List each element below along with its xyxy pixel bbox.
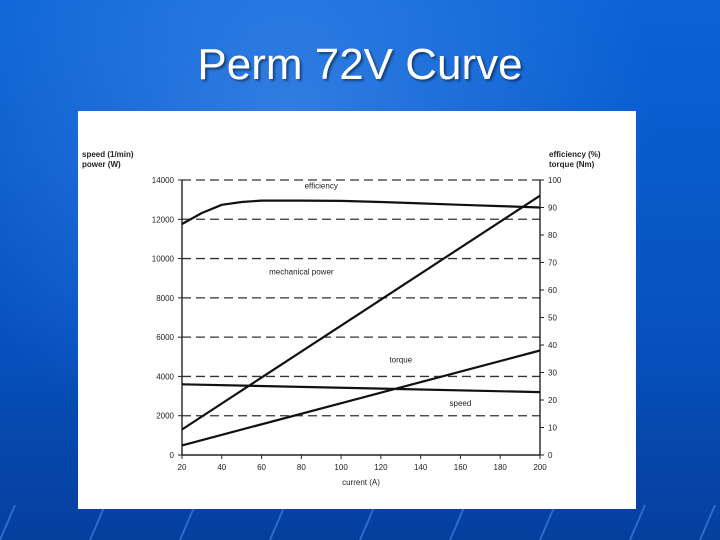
y-right-tick-label: 80	[548, 231, 557, 240]
series-annotation: mechanical power	[269, 267, 334, 276]
y-left-tick-label: 0	[170, 451, 175, 460]
y-left-tick-label: 12000	[152, 215, 175, 224]
y-left-tick-label: 2000	[156, 412, 174, 421]
y-left-tick-label: 10000	[152, 255, 175, 264]
y-right-tick-label: 50	[548, 314, 557, 323]
x-axis-label: current (A)	[342, 478, 380, 487]
x-tick-label: 80	[297, 463, 306, 472]
y-left-axis-label: speed (1/min)	[82, 150, 134, 159]
y-left-axis-label: power (W)	[82, 160, 121, 169]
y-right-axis-label: torque (Nm)	[549, 160, 595, 169]
y-left-tick-label: 4000	[156, 372, 174, 381]
series-annotation: torque	[389, 356, 412, 365]
y-left-tick-label: 6000	[156, 333, 174, 342]
y-right-tick-label: 60	[548, 286, 557, 295]
y-right-tick-label: 10	[548, 424, 557, 433]
x-tick-label: 100	[334, 463, 348, 472]
series-line-efficiency	[181, 199, 541, 225]
slide-title: Perm 72V Curve	[197, 40, 523, 89]
x-tick-label: 160	[454, 463, 468, 472]
series-line-mechanical-power	[181, 194, 541, 431]
x-tick-label: 140	[414, 463, 428, 472]
x-tick-label: 200	[533, 463, 547, 472]
series-line-speed	[181, 383, 541, 394]
decorative-lines	[0, 504, 716, 540]
x-tick-label: 60	[257, 463, 266, 472]
y-left-tick-label: 8000	[156, 294, 174, 303]
y-right-tick-label: 70	[548, 259, 557, 268]
y-left-tick-label: 14000	[152, 176, 175, 185]
x-tick-label: 120	[374, 463, 388, 472]
y-right-tick-label: 40	[548, 341, 557, 350]
series-line-torque	[181, 349, 541, 447]
y-right-axis-label: efficiency (%)	[549, 150, 601, 159]
motor-curve-chart: 0 2000 4000 6000 8000 10000 12000 14000 0 10 20 30 4…	[82, 150, 601, 487]
series-annotation: efficiency	[305, 181, 338, 190]
x-tick-label: 180	[494, 463, 508, 472]
series-annotation: speed	[450, 399, 472, 408]
y-right-tick-label: 90	[548, 204, 557, 213]
y-right-tick-label: 100	[548, 176, 562, 185]
x-tick-label: 40	[217, 463, 226, 472]
y-right-tick-label: 0	[548, 451, 553, 460]
x-tick-label: 20	[178, 463, 187, 472]
y-right-tick-label: 30	[548, 369, 557, 378]
chart-panel: 0 2000 4000 6000 8000 10000 12000 14000 0 10 20 30 4…	[78, 111, 636, 509]
y-right-tick-label: 20	[548, 396, 557, 405]
